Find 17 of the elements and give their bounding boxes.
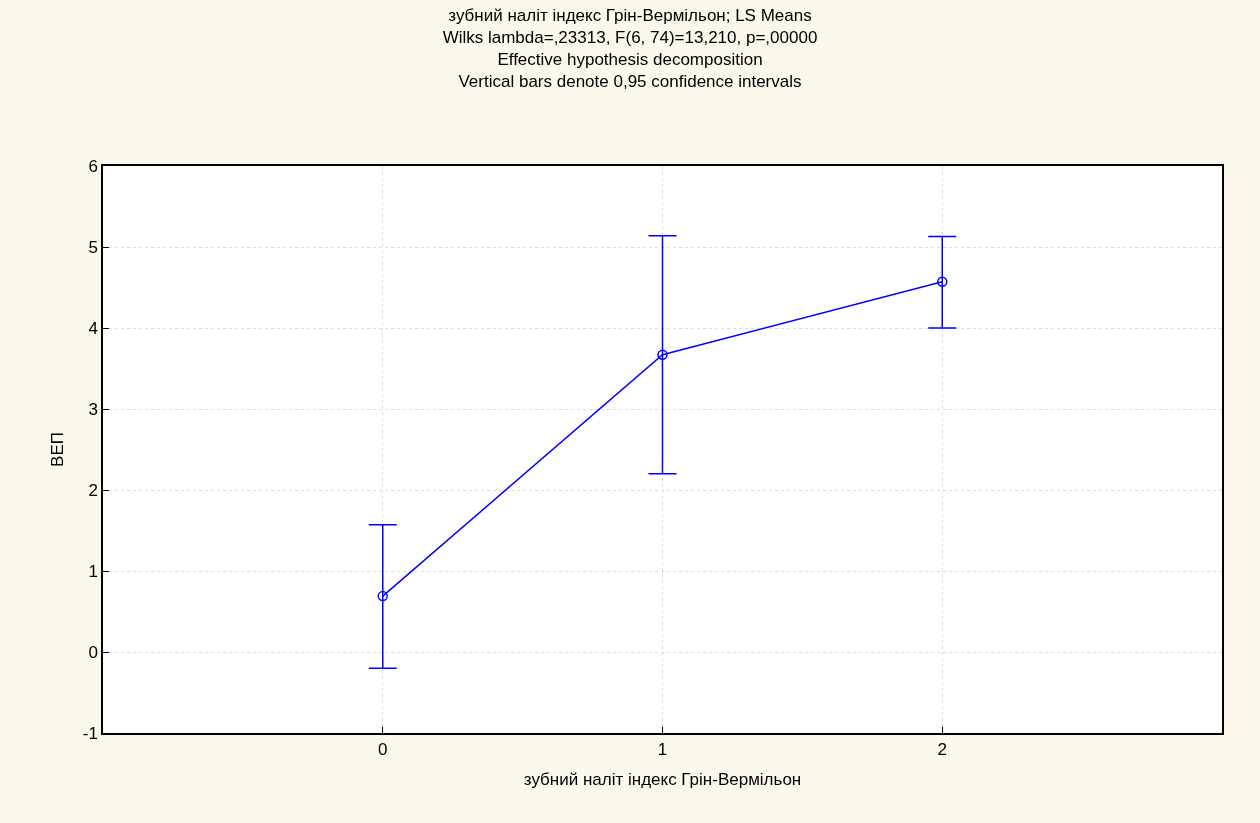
y-tick-label: -1	[82, 723, 98, 743]
y-tick-label: 2	[88, 480, 98, 500]
point	[377, 590, 388, 602]
point	[937, 276, 948, 288]
point	[657, 349, 668, 360]
x-tick-label: 0	[378, 740, 388, 760]
x-tick-label: 2	[937, 740, 947, 760]
x-tick-label: 1	[657, 740, 668, 760]
y-tick-label: 3	[88, 399, 98, 419]
y-axis-title: ВЕП	[47, 432, 67, 467]
y-tick-label: 4	[88, 318, 98, 338]
y-tick-label: 0	[88, 642, 98, 662]
y-tick-label: 5	[88, 237, 98, 257]
chart-title: зубний наліт індекс Грін-Вермільон; LS Means Wilks lambda=,23313, F(6, 74)=13,210, p=,00000 Effective hypothesis decomposition Vertical bars denote 0,95 confidence intervals	[442, 5, 818, 91]
y-tick-label: 6	[88, 156, 98, 176]
y-tick-label: 1	[88, 561, 98, 581]
x-axis-title: зубний наліт індекс Грін-Вермільон	[523, 770, 802, 790]
